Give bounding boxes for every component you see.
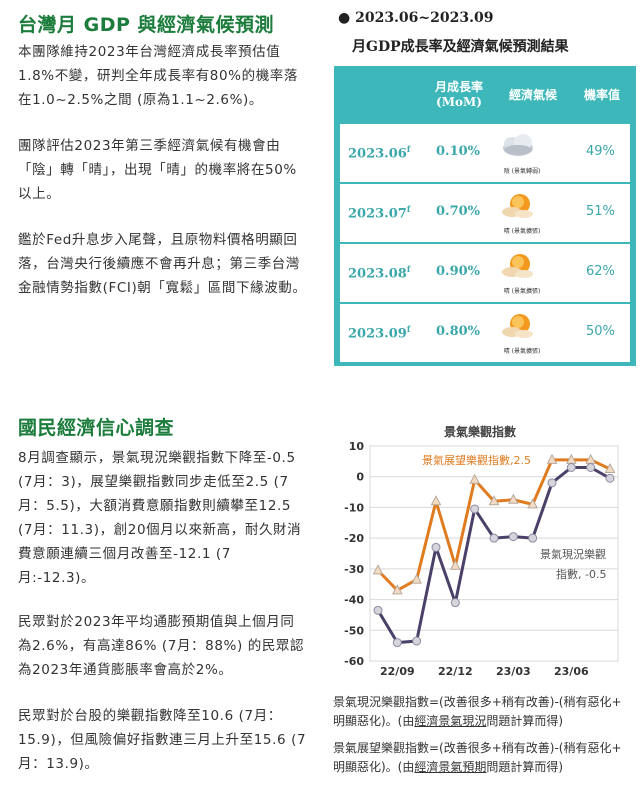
x-tick-label: 23/06 (554, 665, 589, 678)
row-month: 2023.07f (348, 204, 411, 222)
y-tick-label: 10 (349, 440, 365, 453)
current-point (412, 636, 422, 646)
y-tick-label: -30 (344, 563, 364, 576)
chart-note-outlook: 景氣展望樂觀指數=(改善很多+稍有改善)-(稍有惡化+ 明顯惡化)。(由經濟景氣… (333, 741, 622, 774)
row-month: 2023.09f (348, 324, 411, 342)
outlook-point (469, 473, 480, 484)
forecast-title: 月GDP成長率及經濟氣候預測結果 (352, 39, 569, 55)
x-tick-label: 22/09 (380, 665, 415, 678)
section-title-confidence: 國民經濟信心調查 (18, 417, 175, 439)
current-point (508, 532, 518, 542)
sunny-icon (502, 314, 533, 338)
legend-current-2: 指數, -0.5 (556, 567, 606, 581)
current-point (547, 478, 557, 488)
current-point (450, 598, 460, 608)
row-growth: 0.70% (436, 204, 481, 219)
current-point (431, 542, 441, 552)
paragraph-confidence-2: 民眾對於2023年平均通膨預期值與上個月同為2.6%，有高達86% (7月：88… (18, 614, 305, 678)
current-point (566, 463, 576, 472)
row-prob: 62% (586, 264, 615, 279)
paragraph-gdp-2: 團隊評估2023年第三季經濟氣候有機會由「陰」轉「晴」，出現「晴」的機率將在50… (18, 138, 297, 202)
chart-grid (369, 445, 619, 662)
sunny-icon (502, 254, 533, 278)
row-climate: 晴 (景氣擴張) (503, 348, 541, 355)
row-month: 2023.06f (348, 144, 411, 162)
forecast-table-header: 月成長率 (MoM) 經濟氣候 機率值 (340, 66, 630, 124)
row-prob: 50% (586, 324, 615, 339)
forecast-row: 2023.07f 0.70% 晴 (景氣擴張) 51% (340, 184, 630, 242)
forecast-row: 2023.08f 0.90% 晴 (景氣擴張) 62% (340, 244, 630, 302)
col-growth-sub: (MoM) (436, 95, 482, 109)
row-prob: 49% (586, 144, 615, 159)
x-tick-label: 22/12 (438, 665, 473, 678)
cloudy-icon (503, 134, 533, 156)
current-point (605, 473, 615, 483)
row-prob: 51% (586, 204, 615, 219)
outlook-point (488, 495, 500, 506)
row-climate: 晴 (景氣擴張) (503, 288, 541, 295)
y-tick-label: -40 (344, 594, 364, 607)
row-growth: 0.90% (436, 264, 481, 279)
y-tick-label: 0 (356, 471, 364, 484)
forecast-row: 2023.09f 0.80% 晴 (景氣擴張) 50% (340, 304, 630, 362)
x-tick-label: 23/03 (496, 665, 531, 678)
outlook-point (411, 573, 422, 584)
chart-note-current: 景氣現況樂觀指數=(改善很多+稍有改善)-(稍有惡化+ 明顯惡化)。(由經濟景氣… (333, 695, 622, 728)
legend-outlook: 景氣展望樂觀指數,2.5 (422, 453, 531, 467)
current-point (373, 605, 383, 615)
outlook-point (372, 564, 384, 575)
outlook-point (450, 559, 461, 570)
y-tick-label: -10 (344, 501, 364, 514)
col-growth-label: 月成長率 (434, 80, 483, 94)
current-point (392, 638, 402, 648)
sentiment-chart: 景氣樂觀指數 100-10-20-30-40-50-60 22/09 22/12 2… (344, 424, 619, 678)
current-point (470, 504, 480, 514)
paragraph-confidence-3: 民眾對於台股的樂觀指數降至10.6 (7月：15.9)，但風險偏好指數連三月上升… (18, 708, 307, 772)
col-prob: 機率值 (583, 88, 620, 102)
current-point (586, 463, 596, 472)
section-title-gdp: 台灣月 GDP 與經濟氣候預測 (18, 14, 275, 36)
chart-title: 景氣樂觀指數 (444, 424, 516, 439)
row-month: 2023.08f (348, 264, 411, 282)
col-growth: 月成長率 (MoM) (424, 80, 494, 110)
legend-current-1: 景氣現況樂觀 (540, 547, 606, 561)
plot-frame (369, 445, 619, 662)
row-climate: 陰 (景氣轉弱) (503, 168, 541, 175)
outlook-point (604, 462, 616, 474)
paragraph-confidence-1: 8月調查顯示，景氣現況樂觀指數下降至-0.5 (7月：3)，展望樂觀指數同步走低… (18, 450, 302, 586)
col-climate: 經濟氣候 (508, 88, 557, 102)
forecast-period: ● 2023.06~2023.09 (338, 10, 494, 26)
outlook-point (508, 493, 519, 504)
outlook-point (392, 584, 403, 595)
y-tick-label: -20 (344, 532, 364, 545)
row-climate: 晴 (景氣擴張) (503, 228, 541, 235)
paragraph-gdp-3: 鑑於Fed升息步入尾聲，且原物料價格明顯回落，台灣央行後續應不會再升息；第三季台… (18, 232, 307, 296)
chart-y-ticks: 10 0 -10 -20 -30 -40 -50 -60 (344, 440, 364, 668)
current-point (489, 533, 499, 543)
y-tick-label: -60 (344, 655, 364, 668)
outlook-point (527, 498, 538, 509)
outlook-point (546, 453, 558, 464)
outlook-point (430, 495, 442, 506)
sunny-icon (502, 194, 533, 218)
y-tick-label: -50 (344, 624, 364, 637)
row-growth: 0.80% (436, 324, 481, 339)
row-growth: 0.10% (436, 144, 481, 159)
chart-x-ticks: 22/09 22/12 23/03 23/06 (380, 665, 589, 678)
forecast-table: 月成長率 (MoM) 經濟氣候 機率值 2023.06f 0.10% 陰 (景氣… (334, 66, 636, 366)
chart-series (372, 453, 616, 648)
paragraph-gdp-1: 本團隊維持2023年台灣經濟成長率預估值1.8%不變，研判全年成長率有80%的機… (18, 44, 299, 108)
current-point (528, 533, 538, 543)
forecast-row: 2023.06f 0.10% 陰 (景氣轉弱) 49% (340, 124, 630, 182)
